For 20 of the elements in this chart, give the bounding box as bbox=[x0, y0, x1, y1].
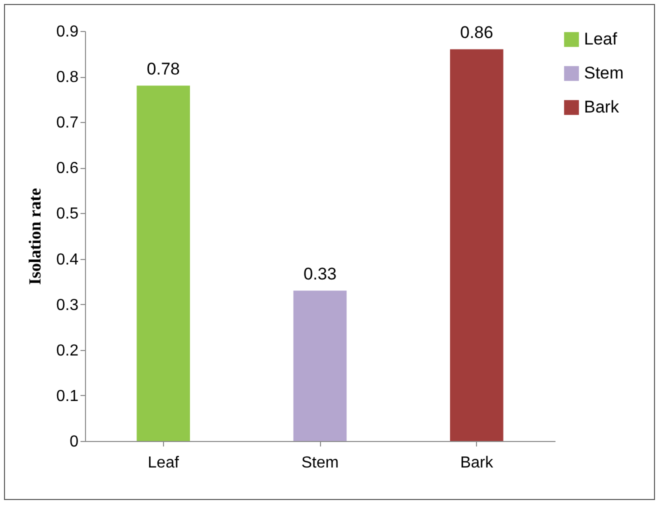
y-tick-label: 0.5 bbox=[56, 206, 79, 223]
data-label: 0.78 bbox=[146, 60, 180, 79]
legend-label: Stem bbox=[584, 64, 624, 82]
x-tick-label: Stem bbox=[301, 454, 339, 472]
x-tick-label: Leaf bbox=[148, 454, 180, 472]
legend-label: Leaf bbox=[584, 30, 618, 48]
y-tick-label: 0.9 bbox=[56, 24, 79, 40]
data-label: 0.86 bbox=[460, 23, 494, 42]
y-tick-label: 0 bbox=[70, 434, 79, 450]
y-tick-label: 0.6 bbox=[56, 160, 79, 178]
y-tick-label: 0.4 bbox=[56, 251, 79, 268]
y-tick-label: 0.2 bbox=[56, 342, 79, 360]
y-tick-label: 0.3 bbox=[56, 296, 79, 314]
legend-label: Bark bbox=[584, 98, 620, 116]
y-tick-label: 0.8 bbox=[56, 69, 79, 86]
x-tick-label: Bark bbox=[460, 454, 494, 472]
y-axis-title: Isolation rate bbox=[25, 188, 44, 285]
y-tick-label: 0.7 bbox=[56, 114, 79, 132]
data-label: 0.33 bbox=[303, 264, 337, 284]
y-tick-label: 0.1 bbox=[56, 388, 79, 405]
